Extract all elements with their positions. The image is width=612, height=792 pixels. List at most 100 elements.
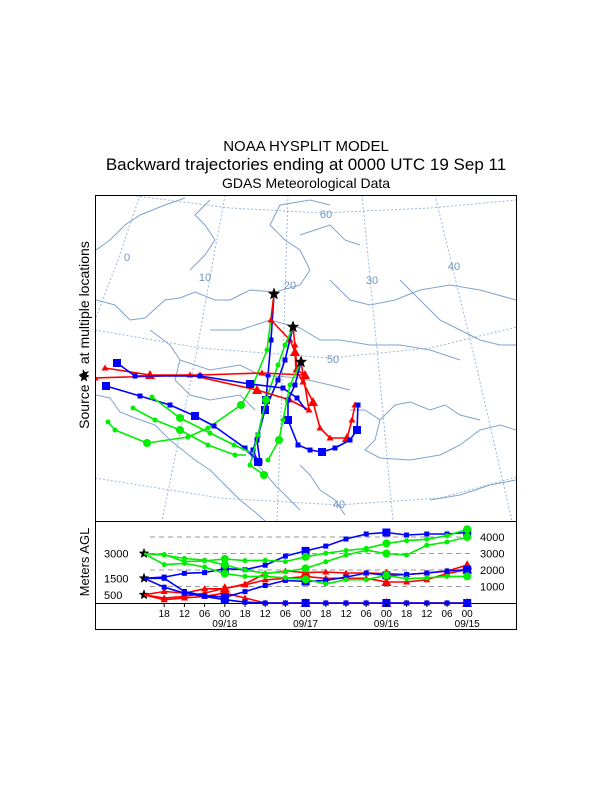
height-point <box>404 538 410 544</box>
height-point <box>382 539 391 548</box>
triangle-marker <box>252 385 262 394</box>
triangle-marker <box>348 416 356 423</box>
height-point <box>323 581 329 587</box>
x-tick-label: 00 <box>300 609 312 620</box>
graticule-line <box>96 196 141 319</box>
circle-marker <box>143 439 151 447</box>
square-marker <box>292 382 298 388</box>
circle-marker <box>112 427 118 433</box>
circle-marker <box>205 425 211 431</box>
height-point <box>363 570 369 576</box>
trajectory <box>284 361 361 456</box>
circle-marker <box>255 432 261 438</box>
coastline <box>96 394 211 471</box>
square-marker <box>332 445 338 451</box>
circle-marker <box>237 401 245 409</box>
x-tick-label: 06 <box>280 609 292 620</box>
triangle-marker <box>258 369 266 376</box>
plot-title: Backward trajectories ending at 0000 UTC… <box>105 155 507 174</box>
triangle-marker <box>96 376 99 381</box>
circle-marker <box>176 426 184 434</box>
square-marker <box>347 437 353 443</box>
circle-marker <box>265 457 271 463</box>
trajectory <box>101 326 310 379</box>
date-label: 09/15 <box>455 619 480 630</box>
square-marker <box>294 395 300 401</box>
square-marker <box>242 445 248 451</box>
height-point <box>343 577 349 583</box>
map-frame <box>95 195 517 522</box>
height-point <box>404 532 410 538</box>
coastline <box>350 409 516 461</box>
height-point <box>343 548 349 553</box>
square-marker <box>275 377 281 383</box>
square-marker <box>282 357 288 363</box>
trajectory-line <box>107 293 275 444</box>
square-marker <box>353 426 361 434</box>
height-point <box>202 564 208 570</box>
height-point <box>160 594 168 601</box>
height-point <box>301 552 310 561</box>
square-marker <box>268 337 274 343</box>
trajectory <box>149 394 251 453</box>
date-label: 09/18 <box>212 619 237 630</box>
graticule-line <box>96 326 516 359</box>
circle-marker <box>105 419 111 425</box>
trajectory <box>102 382 260 463</box>
lon-label: 40 <box>448 261 460 273</box>
height-point <box>181 556 187 561</box>
height-point <box>424 575 430 581</box>
map-area: 60 50 40 0 10 20 30 40 <box>96 196 516 521</box>
right-tick-label: 3000 <box>480 549 504 561</box>
graticule-line <box>434 196 513 521</box>
coastline <box>209 469 266 521</box>
circle-marker <box>176 414 184 422</box>
height-point <box>220 561 229 569</box>
height-point <box>201 585 209 592</box>
square-marker <box>355 402 361 408</box>
height-point <box>261 576 269 583</box>
height-point <box>161 552 167 558</box>
lat-label: 50 <box>327 354 339 366</box>
date-label: 09/17 <box>293 619 318 630</box>
height-point <box>301 546 310 555</box>
triangle-marker <box>305 406 313 413</box>
height-point <box>301 564 310 573</box>
circle-marker <box>152 417 158 423</box>
y-axis-label: Meters AGL <box>77 528 92 597</box>
circle-marker <box>280 417 286 423</box>
height-point <box>282 569 288 575</box>
graticule-line <box>361 196 394 521</box>
height-point <box>322 568 330 575</box>
coastline <box>299 464 346 516</box>
triangle-marker <box>267 316 275 323</box>
square-marker <box>197 373 203 379</box>
circle-marker <box>275 436 283 444</box>
trajectory-line <box>132 407 246 456</box>
height-point <box>463 572 472 581</box>
height-point <box>219 583 230 593</box>
height-point <box>241 581 249 588</box>
source-height-label: 3000 <box>104 549 128 561</box>
circle-marker <box>205 442 211 448</box>
height-point <box>262 583 268 588</box>
height-point <box>463 565 472 574</box>
height-panel: 4000 3000 2000 1000 3000 1500 500 18 12 06 00 18 12 0… <box>104 525 504 630</box>
lon-label: 10 <box>199 272 211 284</box>
circle-marker <box>231 442 237 448</box>
trajectory <box>247 326 294 479</box>
triangle-marker <box>300 370 310 379</box>
height-point <box>181 570 187 576</box>
x-tick-label: 18 <box>159 609 171 620</box>
height-point <box>323 559 329 565</box>
height-series-green-3000-b <box>143 525 472 565</box>
height-point <box>444 539 450 545</box>
data-source-title: GDAS Meteorological Data <box>221 175 391 191</box>
height-point <box>282 575 288 581</box>
circle-marker <box>275 362 281 368</box>
lat-label: 40 <box>333 499 345 511</box>
triangle-marker <box>101 364 109 371</box>
height-point <box>444 568 450 574</box>
trajectory-line <box>104 326 306 376</box>
